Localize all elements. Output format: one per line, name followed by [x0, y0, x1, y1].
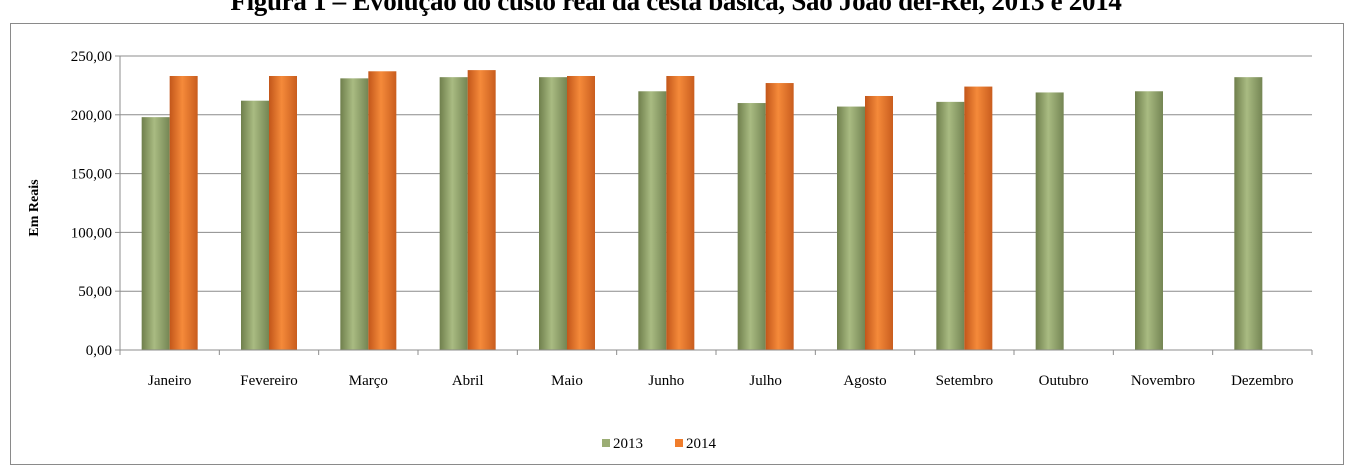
bar-2014-Setembro: [964, 86, 993, 351]
bar-2014-Agosto: [865, 95, 893, 350]
x-tick-label: Junho: [648, 373, 684, 389]
y-axis-title: Em Reais: [27, 179, 42, 237]
legend-swatch-2014: [675, 439, 683, 447]
legend-label-2014: 2014: [686, 436, 717, 452]
legend-label-2013: 2013: [613, 436, 643, 452]
x-tick-label: Outubro: [1039, 373, 1089, 389]
bars: [141, 70, 1263, 351]
x-tick-label: Setembro: [936, 373, 994, 389]
bar-2013-Maio: [539, 77, 567, 350]
y-tick-label: 200,00: [71, 108, 112, 124]
bar-2013-Janeiro: [141, 117, 170, 350]
bar-2013-Agosto: [837, 106, 865, 351]
bar-2014-Julho: [765, 83, 794, 350]
x-tick-label: Agosto: [843, 373, 886, 389]
x-tick-label: Maio: [551, 373, 583, 389]
y-tick-label: 0,00: [86, 343, 112, 359]
bar-2013-Março: [340, 78, 369, 351]
gridlines: [120, 55, 1312, 292]
chart-title: Figura 1 – Evolução do custo real da ces…: [230, 0, 1122, 16]
x-tick-label: Janeiro: [148, 373, 191, 389]
bar-2014-Janeiro: [169, 75, 198, 350]
y-tick-label: 250,00: [71, 49, 112, 65]
x-tick-label: Julho: [749, 373, 782, 389]
bar-2013-Dezembro: [1234, 77, 1263, 350]
x-tick-label: Março: [349, 373, 388, 389]
bar-2014-Fevereiro: [269, 75, 297, 350]
y-tick-label: 150,00: [71, 167, 112, 183]
bar-2014-Março: [368, 71, 397, 351]
legend: 2013 2014: [602, 436, 717, 452]
bar-2013-Abril: [439, 77, 468, 350]
bar-2013-Fevereiro: [241, 100, 269, 350]
x-axis-labels: Janeiro Fevereiro Março Abril Maio Junho Julho…: [148, 373, 1294, 389]
bar-2013-Outubro: [1035, 92, 1064, 351]
x-axis: [119, 56, 1313, 355]
bar-2014-Junho: [666, 75, 695, 350]
legend-swatch-2013: [602, 439, 610, 447]
x-tick-label: Novembro: [1131, 373, 1195, 389]
bar-2013-Setembro: [936, 101, 965, 350]
bar-2014-Abril: [467, 70, 496, 350]
x-tick-label: Dezembro: [1231, 373, 1293, 389]
bar-2014-Maio: [567, 75, 595, 350]
x-tick-label: Fevereiro: [240, 373, 297, 389]
bar-2013-Novembro: [1135, 91, 1163, 350]
y-tick-label: 50,00: [78, 284, 112, 300]
bar-2013-Julho: [737, 103, 766, 350]
y-tick-label: 100,00: [71, 225, 112, 241]
x-tick-label: Abril: [452, 373, 484, 389]
bar-2013-Junho: [638, 91, 667, 350]
y-axis-ticks: 0,00 50,00 100,00 150,00 200,00 250,00: [71, 49, 120, 359]
